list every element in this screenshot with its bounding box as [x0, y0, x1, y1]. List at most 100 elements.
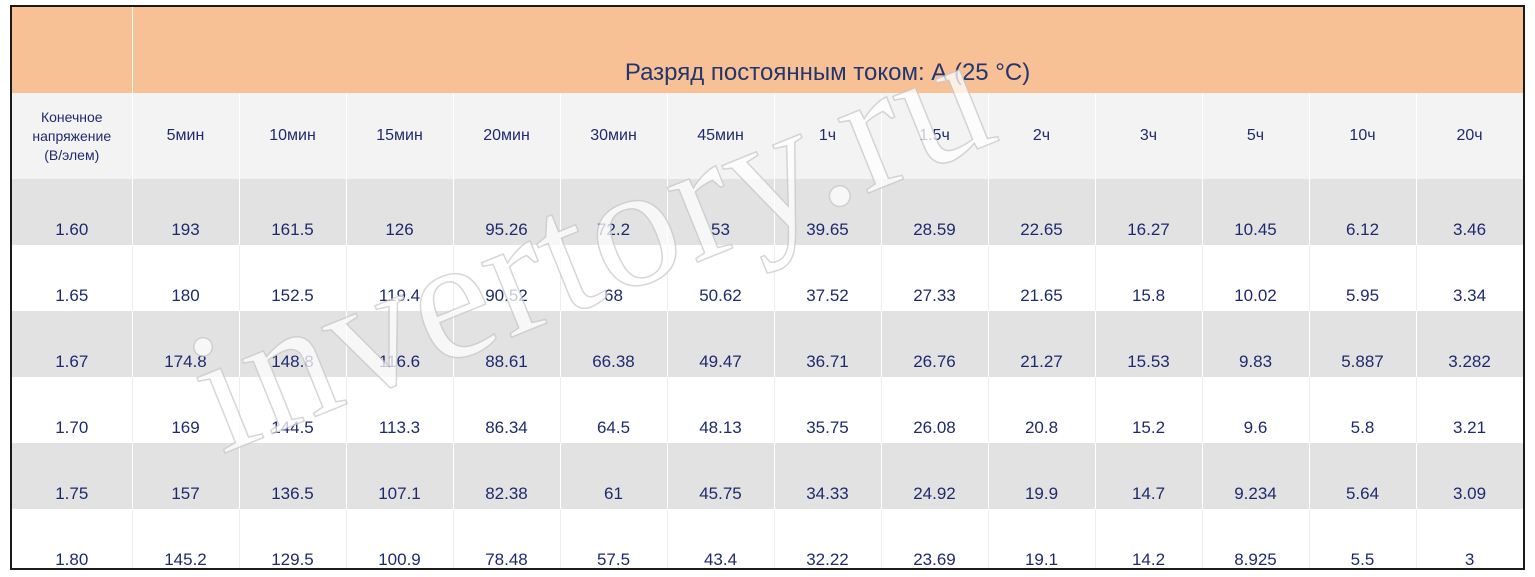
value-cell: 3.46 — [1416, 179, 1523, 245]
voltage-cell: 1.75 — [12, 443, 133, 509]
value-cell: 113.3 — [346, 377, 454, 443]
header-voltage: Конечное напряжение (В/элем) — [12, 93, 133, 179]
value-cell: 49.47 — [667, 311, 775, 377]
table-title: Разряд постоянным током: А (25 °C) — [132, 7, 1523, 93]
value-cell: 3.21 — [1416, 377, 1523, 443]
header-voltage-line-2: напряжение — [32, 127, 112, 144]
value-cell: 24.92 — [881, 443, 989, 509]
value-cell: 78.48 — [453, 509, 561, 568]
value-cell: 19.9 — [988, 443, 1096, 509]
value-cell: 72.2 — [560, 179, 668, 245]
header-col: 2ч — [988, 93, 1096, 179]
value-cell: 43.4 — [667, 509, 775, 568]
value-cell: 53 — [667, 179, 775, 245]
value-cell: 9.234 — [1202, 443, 1310, 509]
value-cell: 15.8 — [1095, 245, 1203, 311]
value-cell: 193 — [132, 179, 240, 245]
title-spacer — [12, 7, 133, 93]
value-cell: 3.09 — [1416, 443, 1523, 509]
value-cell: 5.5 — [1309, 509, 1417, 568]
value-cell: 28.59 — [881, 179, 989, 245]
voltage-cell: 1.67 — [12, 311, 133, 377]
value-cell: 48.13 — [667, 377, 775, 443]
voltage-cell: 1.60 — [12, 179, 133, 245]
value-cell: 26.08 — [881, 377, 989, 443]
voltage-cell: 1.65 — [12, 245, 133, 311]
value-cell: 21.27 — [988, 311, 1096, 377]
header-col: 1ч — [774, 93, 882, 179]
value-cell: 126 — [346, 179, 454, 245]
value-cell: 10.45 — [1202, 179, 1310, 245]
value-cell: 3 — [1416, 509, 1523, 568]
value-cell: 6.12 — [1309, 179, 1417, 245]
value-cell: 27.33 — [881, 245, 989, 311]
value-cell: 9.6 — [1202, 377, 1310, 443]
value-cell: 61 — [560, 443, 668, 509]
header-col: 30мин — [560, 93, 668, 179]
title-row: Разряд постоянным током: А (25 °C) — [12, 7, 1523, 93]
header-col: 20ч — [1416, 93, 1523, 179]
value-cell: 116.6 — [346, 311, 454, 377]
value-cell: 26.76 — [881, 311, 989, 377]
value-cell: 45.75 — [667, 443, 775, 509]
value-cell: 19.1 — [988, 509, 1096, 568]
value-cell: 100.9 — [346, 509, 454, 568]
value-cell: 10.02 — [1202, 245, 1310, 311]
value-cell: 14.7 — [1095, 443, 1203, 509]
header-col: 3ч — [1095, 93, 1203, 179]
value-cell: 5.887 — [1309, 311, 1417, 377]
value-cell: 15.2 — [1095, 377, 1203, 443]
value-cell: 5.64 — [1309, 443, 1417, 509]
voltage-cell: 1.80 — [12, 509, 133, 568]
value-cell: 82.38 — [453, 443, 561, 509]
value-cell: 107.1 — [346, 443, 454, 509]
value-cell: 148.8 — [239, 311, 347, 377]
header-voltage-line-1: Конечное — [40, 108, 103, 125]
header-voltage-line-3: (В/элем) — [44, 146, 100, 163]
table-row: 1.70 169 144.5 113.3 86.34 64.5 48.13 35.75 26.0… — [12, 377, 1523, 443]
value-cell: 20.8 — [988, 377, 1096, 443]
value-cell: 35.75 — [774, 377, 882, 443]
table-row: 1.67 174.8 148.8 116.6 88.61 66.38 49.47 36.71 2… — [12, 311, 1523, 377]
value-cell: 36.71 — [774, 311, 882, 377]
table-row: 1.65 180 152.5 119.4 90.52 68 50.62 37.52 27.33 2… — [12, 245, 1523, 311]
table-row: 1.75 157 136.5 107.1 82.38 61 45.75 34.33 24.92 1… — [12, 443, 1523, 509]
header-col: 15мин — [346, 93, 454, 179]
header-row: Конечное напряжение (В/элем) 5мин 10мин 15… — [12, 93, 1523, 179]
value-cell: 95.26 — [453, 179, 561, 245]
value-cell: 15.53 — [1095, 311, 1203, 377]
value-cell: 90.52 — [453, 245, 561, 311]
value-cell: 66.38 — [560, 311, 668, 377]
table-row: 1.80 145.2 129.5 100.9 78.48 57.5 43.4 32.22 23.… — [12, 509, 1523, 568]
value-cell: 14.2 — [1095, 509, 1203, 568]
value-cell: 32.22 — [774, 509, 882, 568]
value-cell: 5.95 — [1309, 245, 1417, 311]
value-cell: 136.5 — [239, 443, 347, 509]
value-cell: 152.5 — [239, 245, 347, 311]
header-col: 10мин — [239, 93, 347, 179]
table-row: 1.60 193 161.5 126 95.26 72.2 53 39.65 28.59 22.6… — [12, 179, 1523, 245]
value-cell: 64.5 — [560, 377, 668, 443]
value-cell: 157 — [132, 443, 240, 509]
value-cell: 57.5 — [560, 509, 668, 568]
value-cell: 21.65 — [988, 245, 1096, 311]
value-cell: 8.925 — [1202, 509, 1310, 568]
value-cell: 129.5 — [239, 509, 347, 568]
value-cell: 3.282 — [1416, 311, 1523, 377]
header-col: 5мин — [132, 93, 240, 179]
value-cell: 86.34 — [453, 377, 561, 443]
header-col: 10ч — [1309, 93, 1417, 179]
value-cell: 34.33 — [774, 443, 882, 509]
value-cell: 145.2 — [132, 509, 240, 568]
value-cell: 3.34 — [1416, 245, 1523, 311]
value-cell: 50.62 — [667, 245, 775, 311]
value-cell: 169 — [132, 377, 240, 443]
value-cell: 23.69 — [881, 509, 989, 568]
value-cell: 22.65 — [988, 179, 1096, 245]
value-cell: 119.4 — [346, 245, 454, 311]
value-cell: 68 — [560, 245, 668, 311]
value-cell: 144.5 — [239, 377, 347, 443]
value-cell: 9.83 — [1202, 311, 1310, 377]
value-cell: 174.8 — [132, 311, 240, 377]
header-col: 5ч — [1202, 93, 1310, 179]
